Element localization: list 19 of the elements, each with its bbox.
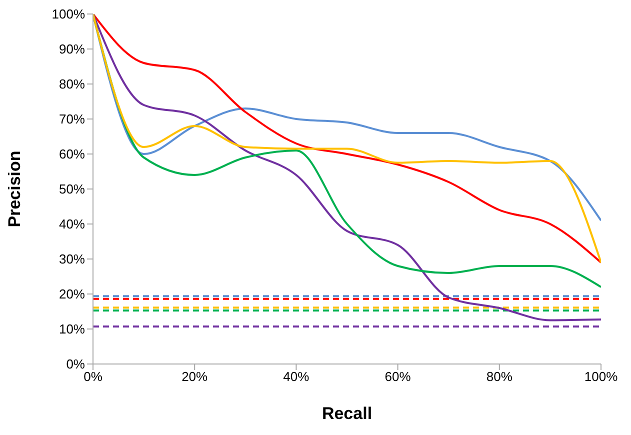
y-tick-label: 30% [58,252,86,267]
y-axis-title: Precision [5,150,24,228]
y-tick-label: 0% [66,356,86,372]
x-tick-label: 60% [384,369,412,384]
y-tick-label: 10% [58,322,86,337]
x-axis-title: Recall [322,404,372,423]
x-tick-label: 40% [283,369,310,384]
y-tick-label: 90% [58,42,86,57]
y-tick-label: 70% [58,112,86,127]
x-tick-label: 100% [584,369,618,384]
y-tick-label: 80% [58,76,86,92]
y-tick-label: 20% [58,286,86,302]
y-tick-label: 100% [52,6,86,22]
y-tick-label: 40% [58,216,86,232]
y-tick-label: 60% [58,146,86,162]
x-tick-label: 20% [182,369,208,384]
x-tick-label: 0% [84,369,103,384]
x-tick-label: 80% [486,369,513,384]
y-tick-label: 50% [58,182,86,197]
